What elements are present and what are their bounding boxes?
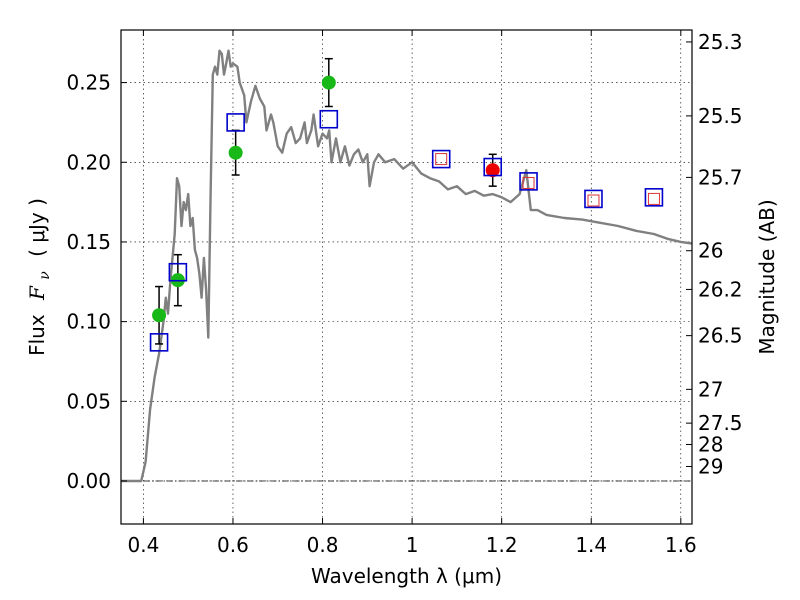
y2-tick-label: 28 <box>698 432 723 456</box>
model-square <box>431 149 451 169</box>
model-square-inner <box>522 176 535 189</box>
model-square <box>519 172 538 191</box>
y2-tick-label: 26 <box>698 239 723 263</box>
x-tick-label: 0.4 <box>127 533 159 557</box>
plot-frame <box>120 29 693 525</box>
tick-labels: 0.4 0.6 0.8 1 1.2 1.4 1.6 0.00 0.05 0.10 0.15 0.20 0… <box>66 30 742 557</box>
y-tick-label: 0.15 <box>66 230 111 254</box>
y2-tick-label: 25.7 <box>698 165 743 189</box>
model-square-inner <box>587 194 600 207</box>
model-square <box>319 109 339 129</box>
y2-tick-label: 27.5 <box>698 411 743 435</box>
x-tick-label: 1.6 <box>665 533 697 557</box>
model-square <box>149 333 169 352</box>
y-axis-title-unit: ( μJy ) <box>25 198 49 257</box>
y-tick-label: 0.20 <box>66 150 111 174</box>
model-square-inner <box>647 192 660 205</box>
model-square <box>168 262 188 282</box>
y-tick-label: 0.05 <box>66 389 111 413</box>
x-axis-title: Wavelength λ (μm) <box>311 564 502 588</box>
x-tick-label: 1.2 <box>486 533 518 557</box>
spectrum-line <box>121 49 693 483</box>
y2-tick-label: 25.5 <box>698 104 743 128</box>
y2-tick-label: 25.3 <box>698 30 743 54</box>
y-tick-label: 0.10 <box>66 310 111 334</box>
y-tick-label: 0.00 <box>66 469 111 493</box>
photometry-point <box>321 75 336 90</box>
photometry-markers <box>149 57 664 352</box>
y-axis-title: Flux F ν ( μJy ) <box>25 198 54 356</box>
x-tick-label: 1.4 <box>575 533 607 557</box>
x-tick-label: 0.6 <box>217 533 249 557</box>
y2-tick-label: 29 <box>698 454 723 478</box>
model-spectrum <box>121 49 693 483</box>
y-axis-title-text: Flux <box>25 314 49 356</box>
model-square <box>644 188 664 207</box>
y-tick-label: 0.25 <box>66 71 111 95</box>
photometry-point <box>228 145 243 160</box>
y2-tick-label: 26.2 <box>698 277 743 301</box>
y-axis-title-symbol: F <box>25 285 49 301</box>
y2-tick-label: 27 <box>698 377 723 401</box>
y2-tick-label: 26.5 <box>698 324 743 348</box>
y-axis-title-subscript: ν <box>37 271 53 280</box>
model-square <box>584 189 603 209</box>
grid <box>121 30 692 524</box>
x-tick-label: 1 <box>406 533 419 557</box>
x-tick-label: 0.8 <box>307 533 339 557</box>
axis-ticks <box>121 30 692 524</box>
photometry-point <box>152 308 167 323</box>
model-square-inner <box>435 153 448 166</box>
model-square <box>483 157 503 177</box>
model-square <box>226 113 245 132</box>
photometry-point <box>485 163 500 178</box>
y2-axis-title: Magnitude (AB) <box>755 199 779 354</box>
